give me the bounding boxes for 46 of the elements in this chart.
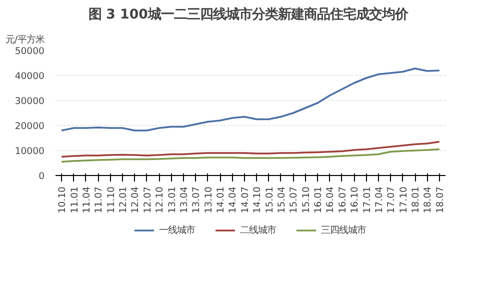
x-tick-label: 13.01 [166,186,178,214]
legend-label: 一线城市 [159,224,195,236]
x-tick-label: 13.10 [203,186,214,214]
line-series [60,148,440,163]
x-tick-label: 11.01 [69,186,80,214]
x-tick-label: 16.01 [313,186,324,214]
x-tick-label: 11.10 [106,186,117,214]
x-tick-label: 15.01 [264,186,276,214]
y-tick-label: 30000 [14,96,45,107]
x-tick-label: 15.10 [300,186,312,214]
y-tick-label: 10000 [14,146,45,157]
x-tick-label: 17.07 [386,186,398,214]
x-tick-label: 15.04 [276,186,288,214]
y-tick-label: 40000 [14,71,45,82]
x-tick-label: 14.10 [252,186,264,214]
y-tick-label: 20000 [14,121,45,132]
x-tick-label: 17.04 [374,186,385,214]
x-tick-label: 11.04 [81,186,92,214]
x-tick-label: 14.04 [228,186,239,214]
x-tick-label: 18.01 [410,186,422,214]
x-tick-label: 12.04 [130,186,142,214]
chart-title: 图 3 100城一二三四线城市分类新建商品住宅成交均价 [88,6,409,22]
legend-label: 三四线城市 [321,224,366,236]
x-tick-label: 14.01 [216,186,227,214]
x-tick-label: 16.10 [350,186,361,214]
x-tick-label: 16.04 [325,186,336,214]
x-tick-label: 15.07 [288,186,300,214]
line-series [60,68,440,132]
x-tick-label: 18.04 [422,186,434,214]
line-series [60,140,440,158]
x-tick-label: 18.07 [434,186,446,214]
y-tick-label: 50000 [14,46,45,57]
x-tick-label: 12.01 [118,186,130,214]
x-tick-label: 17.01 [362,186,373,214]
x-tick-label: 14.07 [240,186,251,214]
x-tick-label: 10.10 [57,186,68,214]
x-tick-label: 13.07 [191,186,202,214]
legend-label: 二线城市 [240,224,276,236]
x-tick-label: 12.07 [142,186,154,214]
x-tick-label: 12.10 [154,186,166,214]
x-tick-label: 17.10 [398,186,410,214]
x-tick-label: 16.07 [337,186,348,214]
y-tick-label: 0 [38,171,45,182]
x-tick-label: 13.04 [178,186,190,214]
y-axis-title: 元/平方米 [6,34,45,46]
x-tick-label: 11.07 [94,186,105,214]
